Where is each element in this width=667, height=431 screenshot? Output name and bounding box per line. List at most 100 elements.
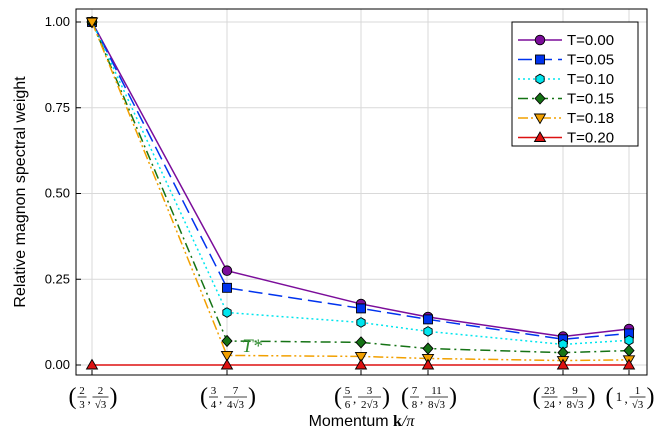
legend-label: T=0.18 bbox=[567, 110, 614, 127]
legend-label: T=0.10 bbox=[567, 71, 614, 88]
numerator: 23 bbox=[544, 385, 556, 397]
fraction-b: 74√3 bbox=[224, 385, 247, 411]
fraction-a: 1 bbox=[616, 389, 623, 404]
series-line bbox=[91, 21, 630, 362]
x-label-bold: k bbox=[393, 413, 402, 430]
numerator: 2 bbox=[79, 385, 85, 397]
legend-marker bbox=[535, 54, 545, 65]
data-point bbox=[423, 326, 433, 337]
data-point bbox=[423, 314, 433, 325]
data-point bbox=[221, 334, 233, 348]
data-point bbox=[354, 358, 368, 370]
data-point bbox=[421, 358, 435, 370]
fraction-a: 78 bbox=[410, 385, 419, 411]
annotation-t-star: T* bbox=[242, 336, 263, 357]
legend-entry: T=0.15 bbox=[518, 91, 614, 108]
data-point bbox=[623, 344, 635, 357]
left-paren: ( bbox=[200, 384, 208, 410]
comma: , bbox=[353, 391, 356, 406]
data-point bbox=[85, 17, 99, 29]
denominator: 6 bbox=[345, 399, 351, 411]
numerator: 2 bbox=[98, 385, 104, 397]
legend-entry: T=0.10 bbox=[518, 71, 614, 88]
data-point bbox=[85, 358, 99, 370]
series-lines bbox=[85, 15, 636, 370]
legend-entry: T=0.05 bbox=[518, 52, 614, 69]
y-tick-label: 0.75 bbox=[45, 100, 70, 115]
data-point bbox=[221, 265, 233, 276]
numerator: 7 bbox=[412, 385, 418, 397]
legend-entry: T=0.00 bbox=[518, 32, 614, 49]
denominator: 8√3 bbox=[428, 399, 446, 411]
data-point bbox=[556, 358, 570, 370]
right-paren: ) bbox=[449, 384, 457, 410]
y-tick-label: 1.00 bbox=[45, 14, 70, 29]
x-label-prefix: Momentum bbox=[309, 413, 393, 430]
value: 1 bbox=[616, 389, 623, 404]
left-paren: ( bbox=[401, 384, 409, 410]
legend-marker bbox=[534, 92, 546, 105]
data-point bbox=[220, 358, 234, 370]
axes: 0.000.250.500.751.00(23, 2√3)(34, 74√3)(56… bbox=[45, 14, 655, 411]
legend-marker bbox=[535, 73, 545, 85]
denominator: 8 bbox=[412, 399, 418, 411]
fraction-a: 23 bbox=[77, 385, 87, 411]
denominator: 3 bbox=[79, 399, 85, 411]
comma: , bbox=[625, 391, 628, 406]
right-paren: ) bbox=[588, 384, 596, 410]
series-line bbox=[91, 21, 630, 338]
right-paren: ) bbox=[647, 384, 655, 410]
legend-box bbox=[511, 21, 639, 147]
fraction-b: 2√3 bbox=[92, 385, 109, 411]
y-tick-label: 0.00 bbox=[45, 357, 70, 372]
right-paren: ) bbox=[248, 384, 256, 410]
numerator: 3 bbox=[367, 385, 373, 397]
x-tick-label: (78, 118√3) bbox=[401, 384, 457, 411]
series-line bbox=[91, 21, 630, 341]
denominator: 4√3 bbox=[227, 399, 245, 411]
x-tick-label: (1, 1√3) bbox=[606, 384, 655, 411]
legend-marker bbox=[533, 131, 547, 142]
data-point bbox=[422, 342, 434, 355]
left-paren: ( bbox=[533, 384, 541, 410]
fraction-a: 34 bbox=[209, 385, 218, 411]
legend-entry: T=0.18 bbox=[518, 110, 614, 127]
x-tick-label: (23, 2√3) bbox=[69, 384, 118, 411]
annotations: T* bbox=[242, 336, 263, 357]
legend-label: T=0.05 bbox=[567, 52, 614, 69]
series-line bbox=[91, 21, 630, 354]
x-tick-label: (34, 74√3) bbox=[200, 384, 256, 411]
denominator: 4 bbox=[211, 399, 217, 411]
numerator: 3 bbox=[211, 385, 217, 397]
data-point bbox=[222, 282, 232, 293]
fraction-b: 1√3 bbox=[629, 385, 646, 411]
denominator: √3 bbox=[632, 399, 644, 411]
denominator: 8√3 bbox=[566, 399, 584, 411]
series-line bbox=[91, 21, 630, 346]
comma: , bbox=[219, 391, 222, 406]
legend-marker bbox=[533, 113, 547, 125]
comma: , bbox=[559, 391, 562, 406]
right-paren: ) bbox=[382, 384, 390, 410]
comma: , bbox=[88, 391, 91, 406]
data-point bbox=[220, 350, 234, 362]
left-paren: ( bbox=[606, 384, 614, 410]
y-tick-label: 0.50 bbox=[45, 186, 70, 201]
right-paren: ) bbox=[110, 384, 118, 410]
data-point bbox=[624, 334, 634, 346]
data-point bbox=[622, 358, 636, 370]
legend-label: T=0.15 bbox=[567, 91, 614, 108]
data-point bbox=[356, 317, 366, 328]
legend: T=0.00 T=0.05 T=0.10 T=0.15 T=0.18 T=0.20 bbox=[511, 21, 639, 147]
denominator: √3 bbox=[95, 399, 107, 411]
y-axis-title: Relative magnon spectral weight bbox=[12, 76, 29, 308]
series-t-0-20 bbox=[85, 358, 636, 370]
fraction-b: 98√3 bbox=[563, 385, 587, 411]
legend-label: T=0.20 bbox=[567, 130, 614, 147]
data-point bbox=[355, 336, 367, 349]
denominator: 2√3 bbox=[361, 399, 379, 411]
legend-marker bbox=[534, 34, 546, 46]
left-paren: ( bbox=[69, 384, 77, 410]
data-point bbox=[354, 351, 368, 363]
